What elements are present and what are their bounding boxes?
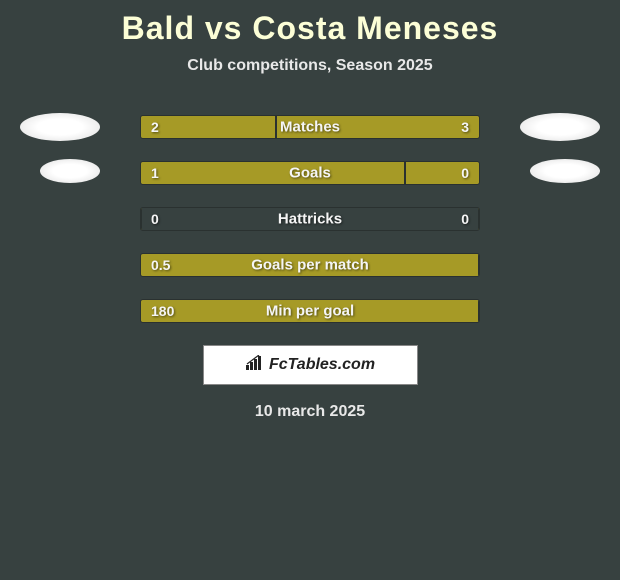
vs-text: vs bbox=[205, 10, 243, 46]
stat-row-goals-per-match: 0.5 Goals per match bbox=[0, 253, 620, 277]
chart-icon bbox=[245, 355, 265, 376]
subtitle: Club competitions, Season 2025 bbox=[0, 57, 620, 75]
stat-label: Matches bbox=[280, 119, 340, 136]
bar-left bbox=[141, 116, 276, 138]
stat-value-right: 0 bbox=[461, 211, 469, 227]
stat-bar: 1 Goals 0 bbox=[140, 161, 480, 185]
bar-left bbox=[141, 208, 142, 230]
stat-row-hattricks: 0 Hattricks 0 bbox=[0, 207, 620, 231]
stat-value-left: 0.5 bbox=[151, 257, 170, 273]
bar-left bbox=[141, 162, 405, 184]
stat-row-goals: 1 Goals 0 bbox=[0, 161, 620, 185]
stat-bar: 0.5 Goals per match bbox=[140, 253, 480, 277]
stat-row-matches: 2 Matches 3 bbox=[0, 115, 620, 139]
stat-label: Hattricks bbox=[278, 211, 342, 228]
date-label: 10 march 2025 bbox=[0, 403, 620, 421]
stat-value-right: 3 bbox=[461, 119, 469, 135]
player1-avatar bbox=[20, 113, 100, 141]
player1-name: Bald bbox=[122, 10, 195, 46]
stat-value-left: 2 bbox=[151, 119, 159, 135]
stat-row-min-per-goal: 180 Min per goal bbox=[0, 299, 620, 323]
stat-value-right: 0 bbox=[461, 165, 469, 181]
comparison-container: 2 Matches 3 1 Goals 0 0 Hattricks 0 0. bbox=[0, 115, 620, 323]
bar-right bbox=[478, 300, 479, 322]
bar-right bbox=[478, 254, 479, 276]
stat-value-left: 0 bbox=[151, 211, 159, 227]
player2-avatar bbox=[520, 113, 600, 141]
logo-text: FcTables.com bbox=[269, 356, 375, 374]
stat-bar: 2 Matches 3 bbox=[140, 115, 480, 139]
player1-avatar bbox=[40, 159, 100, 183]
stat-bar: 180 Min per goal bbox=[140, 299, 480, 323]
logo-box[interactable]: FcTables.com bbox=[203, 345, 418, 385]
player2-name: Costa Meneses bbox=[252, 10, 498, 46]
stat-bar: 0 Hattricks 0 bbox=[140, 207, 480, 231]
stat-label: Goals bbox=[289, 165, 331, 182]
stat-label: Min per goal bbox=[266, 303, 354, 320]
player2-avatar bbox=[530, 159, 600, 183]
bar-right bbox=[478, 208, 479, 230]
stat-label: Goals per match bbox=[251, 257, 369, 274]
stat-value-left: 180 bbox=[151, 303, 174, 319]
stat-value-left: 1 bbox=[151, 165, 159, 181]
comparison-title: Bald vs Costa Meneses bbox=[0, 0, 620, 47]
